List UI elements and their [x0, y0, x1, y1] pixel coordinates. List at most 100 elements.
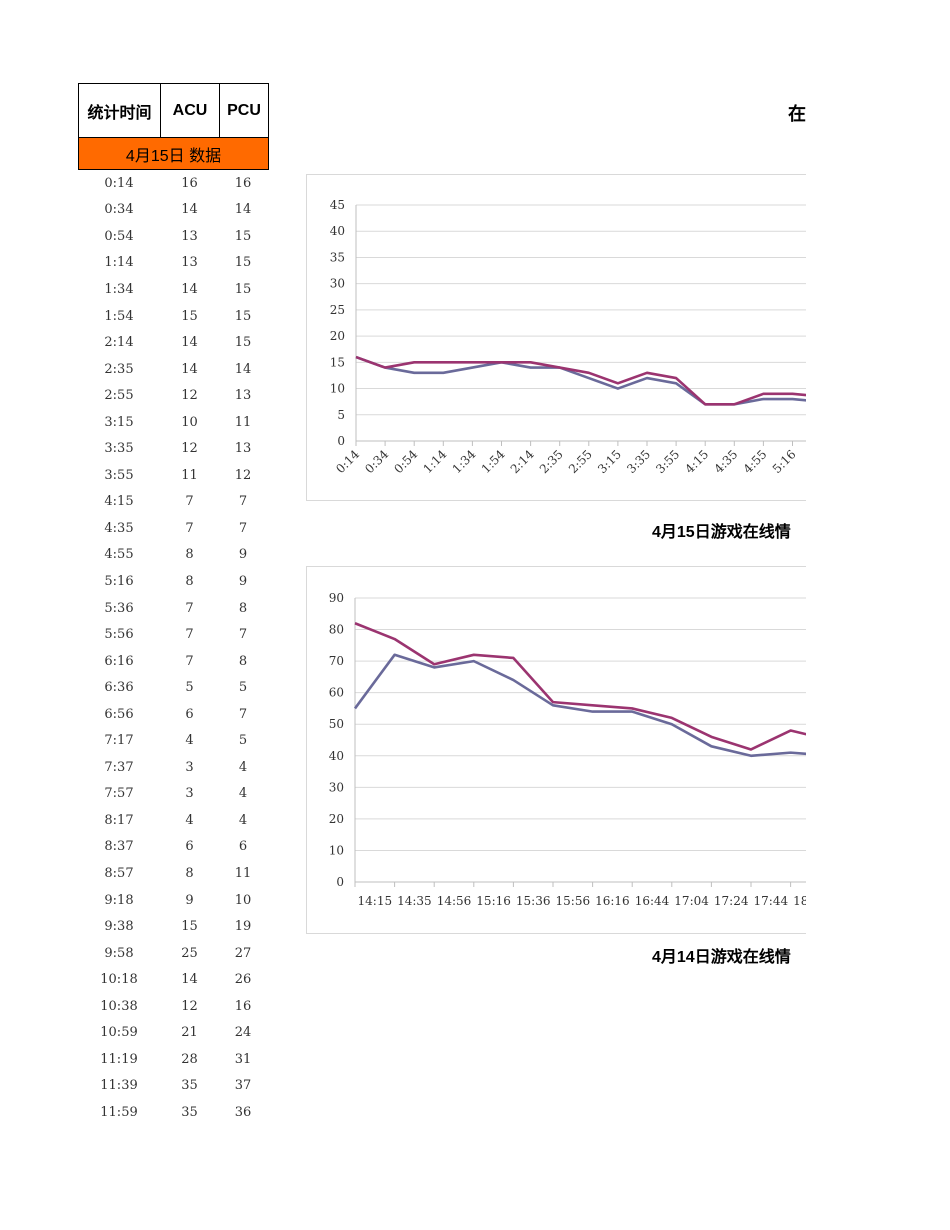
cell-acu[interactable]: 14 — [181, 972, 198, 988]
cell-time[interactable]: 7:57 — [104, 786, 134, 802]
cell-acu[interactable]: 9 — [185, 892, 194, 908]
table-row[interactable]: 4:35 7 7 — [78, 515, 269, 542]
cell-time[interactable]: 10:38 — [100, 998, 138, 1014]
cell-pcu[interactable]: 7 — [238, 706, 248, 722]
cell-acu[interactable]: 16 — [181, 175, 198, 191]
cell-acu[interactable]: 11 — [181, 467, 198, 483]
chart-apr15[interactable]: 0 5 10 15 20 25 30 35 40 45 0:14 0:34 0:54 1:14 1:34 1:… — [306, 174, 806, 501]
cell-pcu[interactable]: 15 — [234, 228, 252, 244]
cell-acu[interactable]: 5 — [185, 680, 194, 696]
cell-acu[interactable]: 21 — [181, 1025, 198, 1041]
cell-time[interactable]: 0:34 — [104, 202, 134, 218]
cell-time[interactable]: 10:59 — [100, 1025, 138, 1041]
pcu-series-line[interactable] — [355, 355, 806, 406]
cell-acu[interactable]: 13 — [181, 228, 198, 244]
cell-pcu[interactable]: 13 — [234, 388, 252, 404]
table-row[interactable]: 3:35 12 13 — [78, 435, 269, 462]
table-row[interactable]: 11:19 28 31 — [78, 1046, 269, 1073]
cell-acu[interactable]: 14 — [181, 335, 198, 351]
table-row[interactable]: 11:59 35 36 — [78, 1099, 269, 1126]
cell-acu[interactable]: 6 — [185, 839, 194, 855]
cell-pcu[interactable]: 4 — [238, 786, 248, 802]
table-row[interactable]: 9:38 15 19 — [78, 913, 269, 940]
cell-time[interactable]: 1:14 — [104, 255, 134, 271]
table-row[interactable]: 5:36 7 8 — [78, 595, 269, 622]
table-row[interactable]: 8:17 4 4 — [78, 807, 269, 834]
cell-time[interactable]: 9:18 — [104, 892, 134, 908]
cell-acu[interactable]: 7 — [185, 653, 194, 669]
table-row[interactable]: 0:14 16 16 — [78, 170, 269, 197]
cell-acu[interactable]: 7 — [185, 494, 194, 510]
acu-series-line[interactable] — [353, 653, 806, 758]
cell-time[interactable]: 4:35 — [104, 520, 134, 536]
cell-pcu[interactable]: 15 — [234, 255, 252, 271]
table-row[interactable]: 11:39 35 37 — [78, 1073, 269, 1100]
acu-series-line[interactable] — [355, 355, 806, 406]
table-row[interactable]: 7:57 3 4 — [78, 781, 269, 808]
cell-time[interactable]: 2:35 — [104, 361, 134, 377]
cell-pcu[interactable]: 5 — [238, 680, 248, 696]
cell-time[interactable]: 10:18 — [100, 972, 138, 988]
cell-acu[interactable]: 13 — [181, 255, 198, 271]
table-row[interactable]: 7:17 4 5 — [78, 727, 269, 754]
cell-pcu[interactable]: 7 — [238, 627, 248, 643]
cell-time[interactable]: 1:34 — [104, 281, 134, 297]
cell-pcu[interactable]: 4 — [238, 812, 248, 828]
cell-pcu[interactable]: 7 — [238, 494, 248, 510]
cell-acu[interactable]: 7 — [185, 627, 194, 643]
cell-pcu[interactable]: 8 — [238, 653, 248, 669]
cell-time[interactable]: 7:17 — [104, 733, 134, 749]
cell-time[interactable]: 6:36 — [104, 680, 134, 696]
cell-pcu[interactable]: 15 — [234, 335, 252, 351]
cell-pcu[interactable]: 9 — [238, 573, 248, 589]
cell-time[interactable]: 3:35 — [104, 441, 134, 457]
cell-acu[interactable]: 8 — [185, 865, 194, 881]
cell-pcu[interactable]: 6 — [238, 839, 248, 855]
cell-acu[interactable]: 7 — [185, 600, 194, 616]
table-row[interactable]: 6:56 6 7 — [78, 701, 269, 728]
cell-time[interactable]: 2:14 — [104, 335, 134, 351]
cell-pcu[interactable]: 7 — [238, 520, 248, 536]
cell-time[interactable]: 2:55 — [104, 388, 134, 404]
cell-pcu[interactable]: 9 — [238, 547, 248, 563]
cell-acu[interactable]: 6 — [185, 706, 194, 722]
table-row[interactable]: 5:16 8 9 — [78, 568, 269, 595]
cell-time[interactable]: 3:55 — [104, 467, 134, 483]
table-row[interactable]: 9:18 9 10 — [78, 887, 269, 914]
table-row[interactable]: 1:54 15 15 — [78, 303, 269, 330]
table-row[interactable]: 1:34 14 15 — [78, 276, 269, 303]
pcu-series-line[interactable] — [354, 622, 806, 751]
table-row[interactable]: 2:14 14 15 — [78, 329, 269, 356]
cell-acu[interactable]: 3 — [185, 759, 194, 775]
cell-pcu[interactable]: 24 — [234, 1025, 252, 1041]
cell-pcu[interactable]: 37 — [234, 1078, 252, 1094]
cell-time[interactable]: 9:38 — [104, 919, 134, 935]
cell-time[interactable]: 9:58 — [104, 945, 134, 961]
table-row[interactable]: 2:35 14 14 — [78, 356, 269, 383]
cell-time[interactable]: 8:57 — [104, 865, 134, 881]
table-row[interactable]: 2:55 12 13 — [78, 382, 269, 409]
table-row[interactable]: 5:56 7 7 — [78, 621, 269, 648]
cell-acu[interactable]: 12 — [181, 998, 198, 1014]
table-row[interactable]: 1:14 13 15 — [78, 250, 269, 277]
table-row[interactable]: 8:57 8 11 — [78, 860, 269, 887]
date-banner[interactable]: 4月15日 数据 — [78, 138, 269, 170]
cell-acu[interactable]: 35 — [181, 1104, 198, 1120]
table-row[interactable]: 10:38 12 16 — [78, 993, 269, 1020]
table-row[interactable]: 4:15 7 7 — [78, 489, 269, 516]
cell-pcu[interactable]: 27 — [234, 945, 252, 961]
table-row[interactable]: 8:37 6 6 — [78, 834, 269, 861]
cell-time[interactable]: 5:56 — [104, 627, 134, 643]
table-row[interactable]: 4:55 8 9 — [78, 542, 269, 569]
cell-acu[interactable]: 3 — [185, 786, 194, 802]
cell-pcu[interactable]: 10 — [234, 892, 252, 908]
cell-acu[interactable]: 10 — [181, 414, 198, 430]
cell-pcu[interactable]: 14 — [234, 202, 252, 218]
table-row[interactable]: 6:36 5 5 — [78, 674, 269, 701]
cell-time[interactable]: 11:19 — [100, 1051, 138, 1067]
cell-acu[interactable]: 4 — [185, 812, 194, 828]
cell-pcu[interactable]: 19 — [234, 919, 252, 935]
cell-time[interactable]: 4:15 — [104, 494, 134, 510]
cell-pcu[interactable]: 31 — [234, 1051, 252, 1067]
header-time[interactable]: 统计时间 — [79, 84, 161, 137]
